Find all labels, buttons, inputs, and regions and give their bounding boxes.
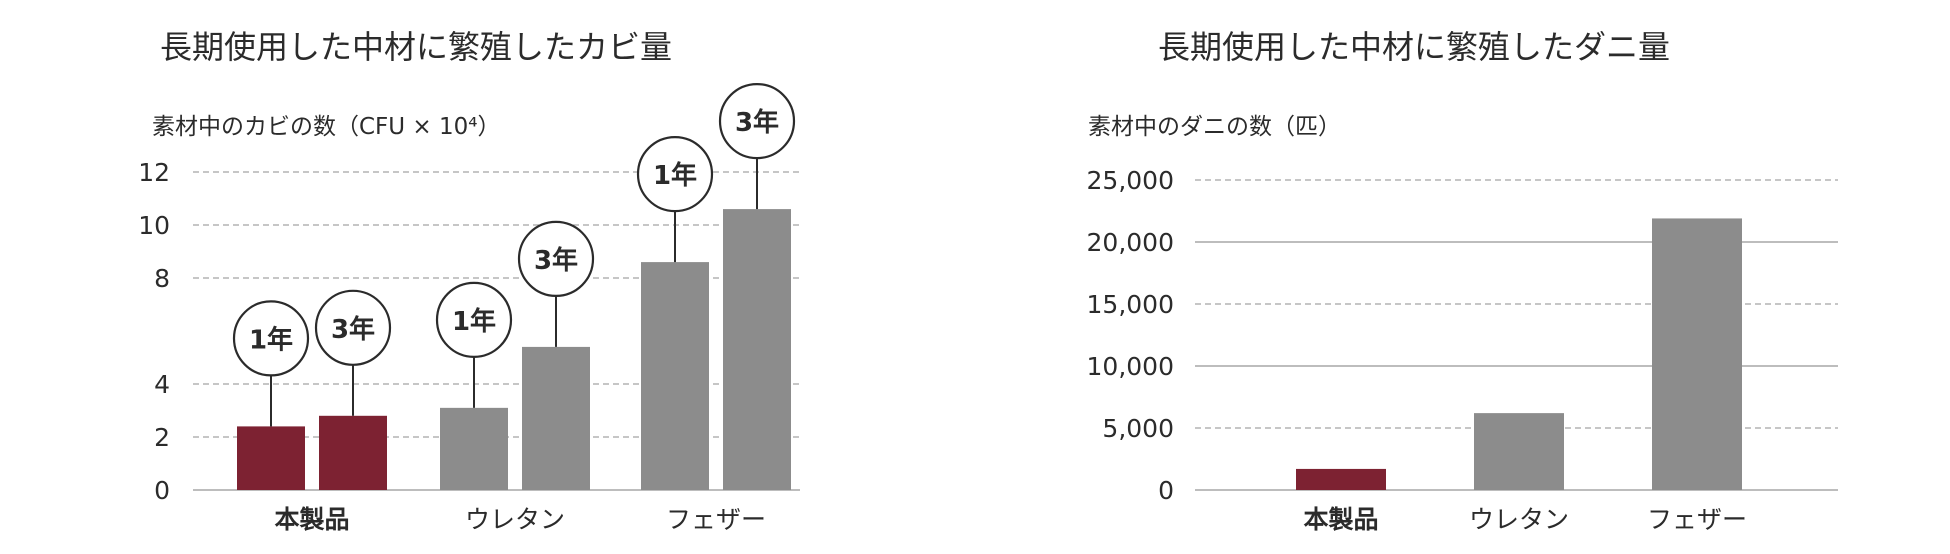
mold-y-tick-label: 12 bbox=[138, 158, 170, 187]
mold-chart-title: 長期使用した中材に繁殖したカビ量 bbox=[160, 28, 672, 66]
mite-category-label: フェザー bbox=[1647, 505, 1747, 534]
mold-chart-ylabel: 素材中のカビの数（CFU × 10⁴） bbox=[152, 114, 501, 140]
mold-category-label: ウレタン bbox=[465, 505, 565, 534]
mold-y-ticks: 0 2 4 8 10 12 bbox=[138, 158, 170, 505]
mold-y-tick-label: 4 bbox=[154, 370, 170, 399]
mold-bar-bubble bbox=[517, 220, 595, 297]
mold-category-label: フェザー bbox=[666, 505, 766, 534]
mold-bar-period-label: 1年 bbox=[249, 324, 293, 355]
mite-chart-ylabel: 素材中のダニの数（匹） bbox=[1088, 114, 1341, 140]
mold-bar-period-label: 1年 bbox=[452, 306, 496, 337]
mite-y-tick-label: 25,000 bbox=[1087, 166, 1174, 195]
mite-bars bbox=[1296, 218, 1742, 490]
mite-y-ticks: 0 5,000 10,000 15,000 20,000 25,000 bbox=[1087, 166, 1174, 505]
mite-bar bbox=[1296, 468, 1386, 490]
mold-bar-bubble bbox=[232, 300, 310, 377]
mold-bar bbox=[319, 415, 387, 490]
mite-chart: 長期使用した中材に繁殖したダニ量 素材中のダニの数（匹） 0 5,000 10,00… bbox=[1087, 28, 1838, 534]
mold-chart: 長期使用した中材に繁殖したカビ量 素材中のカビの数（CFU × 10⁴） 0 2 4… bbox=[138, 28, 800, 534]
mold-bar bbox=[641, 262, 709, 490]
mite-y-tick-label: 5,000 bbox=[1102, 414, 1174, 443]
mold-bar-period-label: 3年 bbox=[735, 107, 779, 138]
mite-bar bbox=[1652, 218, 1742, 490]
mite-categories: 本製品 ウレタン フェザー bbox=[1303, 505, 1747, 534]
mold-bar-bubble bbox=[435, 281, 513, 358]
mite-category-label: ウレタン bbox=[1469, 505, 1569, 534]
mite-y-tick-label: 10,000 bbox=[1087, 352, 1174, 381]
mold-bar-period-label: 1年 bbox=[653, 160, 697, 191]
mold-bar-bubble bbox=[314, 289, 392, 366]
mite-category-label: 本製品 bbox=[1303, 505, 1378, 534]
mold-categories: 本製品 ウレタン フェザー bbox=[274, 505, 766, 534]
mite-y-tick-label: 15,000 bbox=[1087, 290, 1174, 319]
mite-y-tick-label: 0 bbox=[1158, 476, 1174, 505]
mold-y-tick-label: 2 bbox=[154, 423, 170, 452]
mold-y-tick-label: 8 bbox=[154, 264, 170, 293]
mold-bar-period-label: 3年 bbox=[331, 314, 375, 345]
mold-y-tick-label: 10 bbox=[138, 211, 170, 240]
mold-bar bbox=[723, 209, 791, 490]
mite-y-tick-label: 20,000 bbox=[1087, 228, 1174, 257]
mold-bar-bubble bbox=[718, 82, 796, 160]
mite-bar bbox=[1474, 413, 1564, 490]
mold-bars: 1年 3年 1年 3年 1年 3年 bbox=[232, 82, 796, 490]
mold-bar-bubble bbox=[636, 136, 714, 213]
mold-y-tick-label: 0 bbox=[154, 476, 170, 505]
mold-bar bbox=[522, 346, 590, 490]
mold-bar bbox=[440, 407, 508, 490]
mold-category-label: 本製品 bbox=[274, 505, 349, 534]
mold-bar bbox=[237, 426, 305, 490]
mite-chart-title: 長期使用した中材に繁殖したダニ量 bbox=[1158, 28, 1670, 66]
mold-bar-period-label: 3年 bbox=[534, 245, 578, 276]
